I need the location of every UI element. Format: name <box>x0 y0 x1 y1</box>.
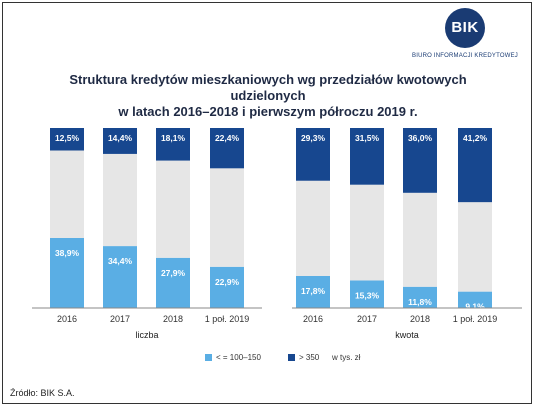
bar-liczba-high-3 <box>210 128 244 169</box>
data-label-kwota-low-0: 17,8% <box>301 286 326 296</box>
chart-title-line-1: Struktura kredytów mieszkaniowych wg prz… <box>69 72 467 103</box>
source-note: Źródło: BIK S.A. <box>10 388 75 398</box>
x-tick-label-liczba-1: 2017 <box>110 314 130 324</box>
legend-swatch-high <box>288 354 295 361</box>
chart-title: Struktura kredytów mieszkaniowych wg prz… <box>40 72 496 120</box>
bar-liczba-high-1 <box>103 128 137 154</box>
data-label-kwota-low-2: 11,8% <box>408 297 432 307</box>
data-label-kwota-high-1: 31,5% <box>355 133 380 143</box>
chart-title-line-2: w latach 2016–2018 i pierwszym półroczu … <box>118 104 418 119</box>
bar-kwota-high-2 <box>403 128 437 193</box>
bar-kwota-low-3 <box>458 291 492 308</box>
data-label-kwota-high-2: 36,0% <box>408 133 433 143</box>
data-label-liczba-high-1: 14,4% <box>108 133 133 143</box>
x-tick-label-kwota-2: 2018 <box>410 314 430 324</box>
x-tick-label-liczba-0: 2016 <box>57 314 77 324</box>
legend-unit: w tys. zł <box>331 353 361 362</box>
bar-kwota-high-0 <box>296 128 330 181</box>
bar-kwota-high-1 <box>350 128 384 185</box>
legend-swatch-low <box>205 354 212 361</box>
x-tick-label-liczba-3: 1 poł. 2019 <box>205 314 250 324</box>
x-tick-label-liczba-2: 2018 <box>163 314 183 324</box>
x-axis-title-kwota: kwota <box>395 330 419 340</box>
bik-logo-subtitle: BIURO INFORMACJI KREDYTOWEJ <box>412 53 518 59</box>
bar-kwota-low-2 <box>403 286 437 308</box>
bar-liczba-mid-0 <box>50 150 84 238</box>
chart-frame <box>2 2 532 404</box>
x-axis-title-liczba: liczba <box>135 330 158 340</box>
bar-liczba-low-2 <box>156 257 190 308</box>
bar-kwota-mid-1 <box>350 184 384 281</box>
bar-kwota-high-3 <box>458 128 492 203</box>
bar-kwota-low-1 <box>350 280 384 308</box>
data-label-kwota-low-1: 15,3% <box>355 290 380 300</box>
legend-label-low: < = 100–150 <box>216 353 261 362</box>
bar-liczba-high-2 <box>156 128 190 161</box>
data-label-liczba-low-3: 22,9% <box>215 277 240 287</box>
data-label-liczba-high-2: 18,1% <box>161 133 186 143</box>
x-tick-label-kwota-3: 1 poł. 2019 <box>453 314 498 324</box>
bar-kwota-low-0 <box>296 275 330 308</box>
data-label-kwota-low-3: 9,1% <box>465 302 485 312</box>
x-tick-label-kwota-0: 2016 <box>303 314 323 324</box>
data-label-kwota-high-0: 29,3% <box>301 133 326 143</box>
data-label-liczba-low-0: 38,9% <box>55 248 80 258</box>
bar-liczba-low-1 <box>103 246 137 308</box>
data-label-liczba-low-1: 34,4% <box>108 256 133 266</box>
bik-logo-mark: BIK <box>445 8 485 48</box>
data-label-kwota-high-3: 41,2% <box>463 133 488 143</box>
bar-liczba-mid-1 <box>103 153 137 247</box>
bar-kwota-mid-2 <box>403 192 437 287</box>
bar-liczba-low-0 <box>50 237 84 308</box>
bar-liczba-high-0 <box>50 128 84 151</box>
bar-liczba-low-3 <box>210 266 244 308</box>
bar-kwota-mid-3 <box>458 202 492 292</box>
bar-kwota-mid-0 <box>296 180 330 276</box>
bar-liczba-mid-2 <box>156 160 190 258</box>
bik-logo: BIK BIURO INFORMACJI KREDYTOWEJ <box>405 8 525 68</box>
data-label-liczba-low-2: 27,9% <box>161 268 186 278</box>
legend-label-high: > 350 <box>299 353 320 362</box>
data-label-liczba-high-0: 12,5% <box>55 133 80 143</box>
bar-liczba-mid-3 <box>210 168 244 267</box>
data-label-liczba-high-3: 22,4% <box>215 133 240 143</box>
x-tick-label-kwota-1: 2017 <box>357 314 377 324</box>
